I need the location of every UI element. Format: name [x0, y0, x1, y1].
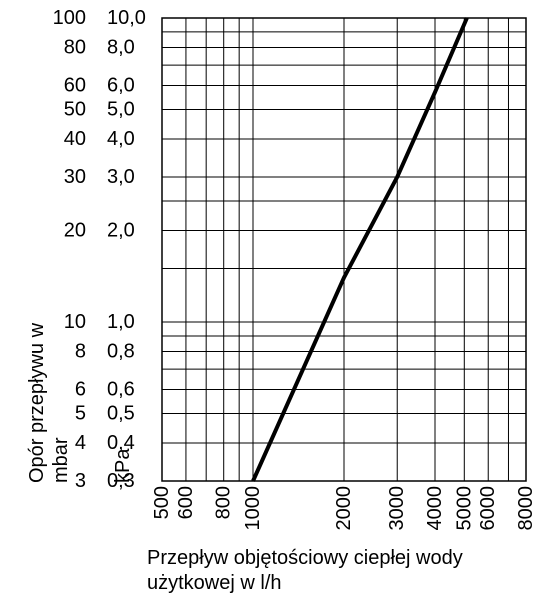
y-tick-label-kpa: 4,0	[107, 128, 135, 150]
x-tick-label: 800	[213, 486, 235, 519]
y-tick-label-mbar: 10	[64, 311, 86, 333]
x-tick-label: 1000	[242, 486, 264, 531]
y-tick-label-mbar: 40	[64, 128, 86, 150]
plot-frame	[161, 17, 527, 482]
y-tick-label-kpa: 0,3	[107, 470, 135, 492]
y-tick-label-kpa: 0,4	[107, 432, 135, 454]
y-tick-label-mbar: 8	[75, 340, 86, 362]
y-tick-label-mbar: 100	[53, 7, 86, 29]
x-axis-title-line2: użytkowej w l/h	[147, 572, 282, 594]
y-tick-label-mbar: 80	[64, 36, 86, 58]
y-tick-labels-mbar: 3 4 5 6 8 10 20 30 40 50 60 80 100	[53, 7, 86, 492]
y-tick-label-mbar: 6	[75, 378, 86, 400]
y-tick-label-kpa: 0,6	[107, 378, 135, 400]
y-tick-label-mbar: 3	[75, 470, 86, 492]
x-axis-title-line1: Przepływ objętościowy ciepłej wody	[147, 547, 463, 569]
y-tick-label-mbar: 4	[75, 432, 86, 454]
y-tick-labels-kpa: 0,3 0,4 0,5 0,6 0,8 1,0 2,0 3,0 4,0 5,0 6,0 8,0 10,0	[107, 7, 146, 492]
y-tick-label-mbar: 50	[64, 99, 86, 121]
y-tick-label-kpa: 3,0	[107, 166, 135, 188]
y-tick-label-kpa: 1,0	[107, 311, 135, 333]
y-tick-label-mbar: 5	[75, 403, 86, 425]
x-tick-label: 600	[175, 486, 197, 519]
series-layer	[251, 17, 469, 482]
y-tick-label-kpa: 6,0	[107, 74, 135, 96]
y-tick-label-kpa: 8,0	[107, 36, 135, 58]
y-tick-label-kpa: 5,0	[107, 99, 135, 121]
y-tick-label-kpa: 0,5	[107, 403, 135, 425]
x-tick-label: 5000	[453, 486, 475, 531]
y-axis-title-kpa: kPa	[112, 448, 134, 483]
y-tick-label-kpa: 2,0	[107, 220, 135, 242]
x-tick-label: 8000	[515, 486, 537, 531]
x-tick-label: 6000	[477, 486, 499, 531]
y-tick-label-mbar: 20	[64, 220, 86, 242]
pressure-drop-line	[251, 17, 469, 482]
x-tick-label: 3000	[386, 486, 408, 531]
x-tick-labels: 500 600 800 1000 2000 3000 4000 5000 6000 8000	[151, 486, 537, 531]
x-tick-label: 2000	[333, 486, 355, 531]
y-tick-label-mbar: 60	[64, 74, 86, 96]
y-tick-label-kpa: 10,0	[107, 7, 146, 29]
grid	[161, 17, 527, 482]
x-tick-label: 500	[151, 486, 173, 519]
y-tick-label-kpa: 0,8	[107, 340, 135, 362]
y-tick-label-mbar: 30	[64, 166, 86, 188]
y-axis-title-mbar-line1: Opór przepływu w	[26, 322, 48, 483]
y-axis-title-mbar-line2: mbar	[50, 437, 72, 483]
x-tick-label: 4000	[424, 486, 446, 531]
